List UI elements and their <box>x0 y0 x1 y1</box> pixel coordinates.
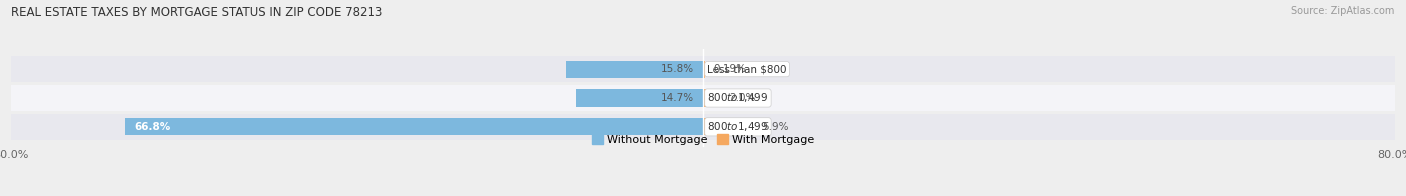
Text: $800 to $1,499: $800 to $1,499 <box>707 92 769 104</box>
Bar <box>703 89 720 107</box>
Text: Source: ZipAtlas.com: Source: ZipAtlas.com <box>1291 6 1395 16</box>
Legend: Without Mortgage, With Mortgage: Without Mortgage, With Mortgage <box>588 130 818 149</box>
Bar <box>125 118 703 135</box>
Bar <box>11 114 1395 140</box>
Bar <box>11 56 1395 82</box>
Bar <box>567 61 703 78</box>
Text: 15.8%: 15.8% <box>661 64 695 74</box>
Text: 2.0%: 2.0% <box>728 93 755 103</box>
Bar <box>11 85 1395 111</box>
Bar <box>703 118 754 135</box>
Text: 5.9%: 5.9% <box>762 122 789 132</box>
Text: REAL ESTATE TAXES BY MORTGAGE STATUS IN ZIP CODE 78213: REAL ESTATE TAXES BY MORTGAGE STATUS IN … <box>11 6 382 19</box>
Bar <box>703 61 704 78</box>
Text: $800 to $1,499: $800 to $1,499 <box>707 120 769 133</box>
Bar <box>576 89 703 107</box>
Text: Less than $800: Less than $800 <box>707 64 787 74</box>
Text: 14.7%: 14.7% <box>661 93 695 103</box>
Text: 0.19%: 0.19% <box>713 64 747 74</box>
Text: 66.8%: 66.8% <box>134 122 170 132</box>
